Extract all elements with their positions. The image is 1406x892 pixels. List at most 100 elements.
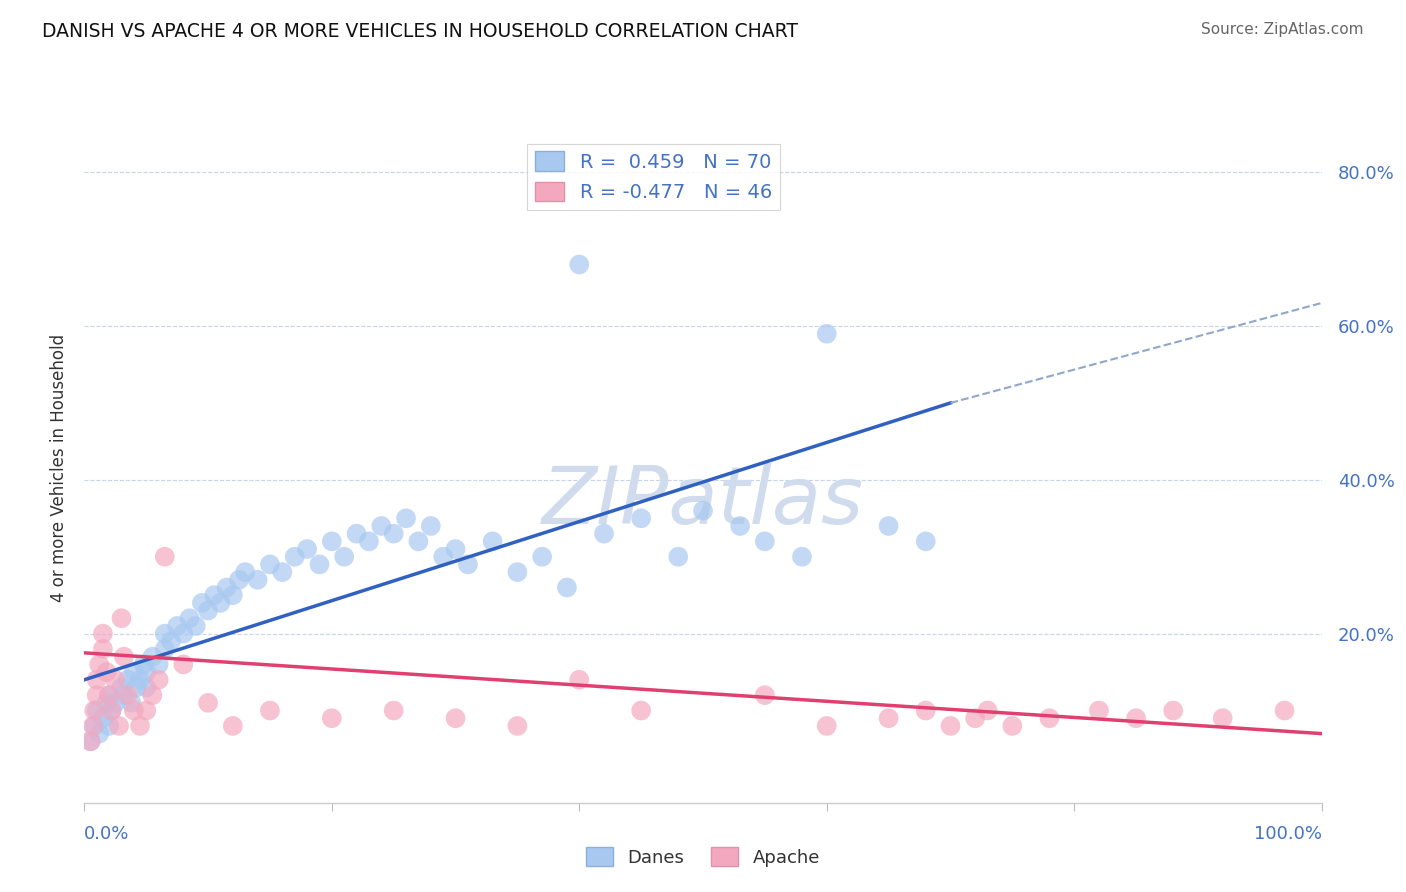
- Point: [506, 565, 529, 579]
- Point: [321, 711, 343, 725]
- Point: [666, 549, 689, 564]
- Point: [877, 519, 900, 533]
- Point: [408, 534, 430, 549]
- Point: [209, 596, 232, 610]
- Point: [382, 526, 405, 541]
- Point: [419, 519, 441, 533]
- Point: [284, 549, 307, 564]
- Point: [104, 696, 127, 710]
- Point: [555, 581, 578, 595]
- Point: [129, 673, 152, 687]
- Point: [89, 726, 111, 740]
- Point: [104, 673, 127, 687]
- Point: [457, 558, 479, 572]
- Point: [357, 534, 380, 549]
- Point: [172, 657, 194, 672]
- Point: [117, 673, 139, 687]
- Point: [228, 573, 250, 587]
- Point: [815, 326, 838, 341]
- Point: [444, 711, 467, 725]
- Point: [790, 549, 813, 564]
- Point: [148, 657, 170, 672]
- Point: [1038, 711, 1060, 725]
- Point: [79, 734, 101, 748]
- Point: [914, 704, 936, 718]
- Point: [117, 688, 139, 702]
- Legend: R =  0.459   N = 70, R = -0.477   N = 46: R = 0.459 N = 70, R = -0.477 N = 46: [527, 144, 780, 210]
- Point: [122, 665, 145, 679]
- Point: [222, 588, 245, 602]
- Point: [246, 573, 269, 587]
- Point: [91, 711, 114, 725]
- Point: [86, 688, 108, 702]
- Point: [112, 649, 135, 664]
- Point: [86, 704, 108, 718]
- Point: [202, 588, 225, 602]
- Text: DANISH VS APACHE 4 OR MORE VEHICLES IN HOUSEHOLD CORRELATION CHART: DANISH VS APACHE 4 OR MORE VEHICLES IN H…: [42, 22, 799, 41]
- Point: [215, 581, 238, 595]
- Point: [112, 688, 135, 702]
- Point: [89, 657, 111, 672]
- Point: [148, 673, 170, 687]
- Point: [98, 688, 121, 702]
- Point: [877, 711, 900, 725]
- Point: [125, 681, 148, 695]
- Point: [160, 634, 183, 648]
- Point: [197, 603, 219, 617]
- Point: [153, 626, 176, 640]
- Point: [179, 611, 201, 625]
- Text: ZIPatlas: ZIPatlas: [541, 463, 865, 541]
- Point: [444, 542, 467, 557]
- Point: [815, 719, 838, 733]
- Point: [965, 711, 987, 725]
- Point: [1274, 704, 1296, 718]
- Text: Source: ZipAtlas.com: Source: ZipAtlas.com: [1201, 22, 1364, 37]
- Point: [135, 681, 157, 695]
- Point: [692, 503, 714, 517]
- Point: [432, 549, 454, 564]
- Point: [506, 719, 529, 733]
- Text: 100.0%: 100.0%: [1254, 825, 1322, 843]
- Text: 0.0%: 0.0%: [84, 825, 129, 843]
- Point: [172, 626, 194, 640]
- Point: [914, 534, 936, 549]
- Point: [166, 619, 188, 633]
- Point: [568, 258, 591, 272]
- Point: [83, 719, 105, 733]
- Point: [382, 704, 405, 718]
- Point: [233, 565, 256, 579]
- Point: [141, 688, 163, 702]
- Point: [98, 719, 121, 733]
- Point: [630, 704, 652, 718]
- Point: [110, 611, 132, 625]
- Point: [129, 719, 152, 733]
- Point: [976, 704, 998, 718]
- Point: [481, 534, 503, 549]
- Point: [82, 719, 104, 733]
- Point: [593, 526, 616, 541]
- Legend: Danes, Apache: Danes, Apache: [579, 840, 827, 874]
- Point: [197, 696, 219, 710]
- Point: [754, 688, 776, 702]
- Y-axis label: 4 or more Vehicles in Household: 4 or more Vehicles in Household: [49, 334, 67, 602]
- Point: [100, 704, 122, 718]
- Point: [754, 534, 776, 549]
- Point: [395, 511, 418, 525]
- Point: [568, 673, 591, 687]
- Point: [98, 688, 121, 702]
- Point: [132, 657, 155, 672]
- Point: [100, 704, 122, 718]
- Point: [630, 511, 652, 525]
- Point: [321, 534, 343, 549]
- Point: [135, 665, 157, 679]
- Point: [259, 704, 281, 718]
- Point: [96, 696, 118, 710]
- Point: [191, 596, 214, 610]
- Point: [1088, 704, 1111, 718]
- Point: [308, 558, 330, 572]
- Point: [153, 549, 176, 564]
- Point: [153, 642, 176, 657]
- Point: [295, 542, 318, 557]
- Point: [1001, 719, 1024, 733]
- Point: [135, 704, 157, 718]
